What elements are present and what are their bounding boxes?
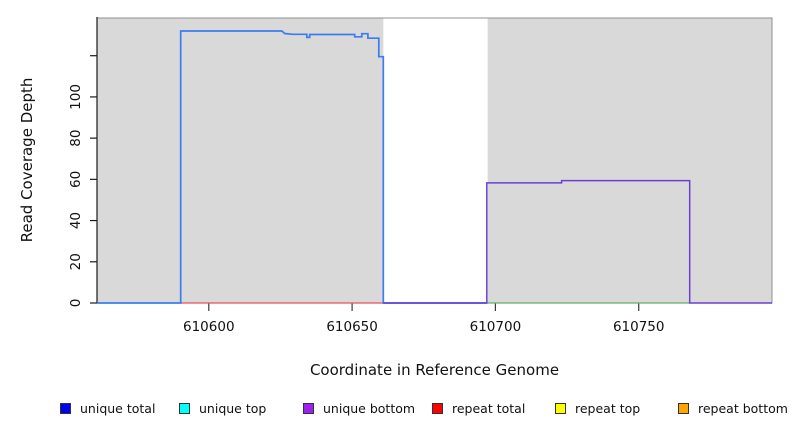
legend-label: repeat top xyxy=(575,400,641,416)
y-tick-label: 40 xyxy=(68,212,84,229)
legend-label: repeat total xyxy=(452,400,526,416)
legend-swatch-icon xyxy=(303,402,314,414)
shaded-region xyxy=(487,18,772,303)
legend-swatch-icon xyxy=(432,402,443,414)
shaded-region xyxy=(97,18,384,303)
legend-swatch-icon xyxy=(179,402,190,414)
y-tick-label: 80 xyxy=(68,130,84,147)
legend-item-unique-bottom: unique bottom xyxy=(303,399,415,417)
legend-label: unique total xyxy=(80,400,156,416)
legend-item-unique-top: unique top xyxy=(179,399,266,417)
legend-item-repeat-bottom: repeat bottom xyxy=(678,399,788,417)
legend-label: repeat bottom xyxy=(698,400,788,416)
y-axis-title: Read Coverage Depth xyxy=(18,77,36,243)
x-tick-label: 610700 xyxy=(470,319,522,335)
legend-label: unique bottom xyxy=(323,400,416,416)
x-axis-title: Coordinate in Reference Genome xyxy=(309,361,560,379)
x-tick-label: 610600 xyxy=(183,319,235,335)
legend-item-repeat-total: repeat total xyxy=(432,399,525,417)
legend-swatch-icon xyxy=(60,402,71,414)
y-tick-label: 0 xyxy=(68,299,84,308)
x-tick-label: 610750 xyxy=(613,319,665,335)
legend-label: unique top xyxy=(199,400,267,416)
legend-item-unique-total: unique total xyxy=(60,399,155,417)
legend: unique total unique top unique bottom repea… xyxy=(0,399,792,419)
x-tick-label: 610650 xyxy=(326,319,378,335)
legend-swatch-icon xyxy=(555,402,566,414)
series-line-unique-total xyxy=(97,30,487,304)
y-tick-label: 60 xyxy=(68,171,84,188)
series-line-unique-bottom xyxy=(383,179,772,304)
legend-swatch-icon xyxy=(678,402,689,414)
legend-item-repeat-top: repeat top xyxy=(555,399,640,417)
y-tick-label: 20 xyxy=(68,253,84,270)
y-tick-label: 100 xyxy=(68,84,84,110)
